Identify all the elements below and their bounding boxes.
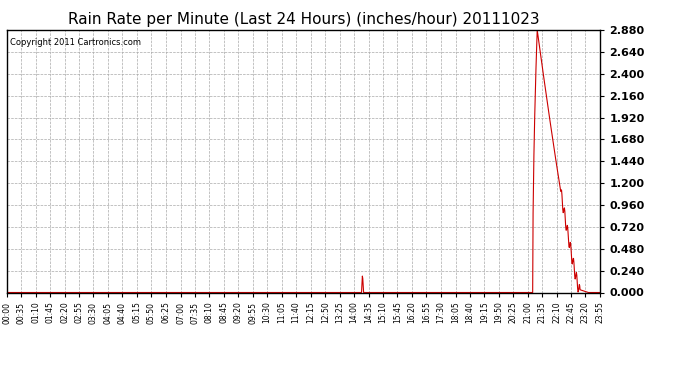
- Title: Rain Rate per Minute (Last 24 Hours) (inches/hour) 20111023: Rain Rate per Minute (Last 24 Hours) (in…: [68, 12, 540, 27]
- Text: Copyright 2011 Cartronics.com: Copyright 2011 Cartronics.com: [10, 38, 141, 47]
